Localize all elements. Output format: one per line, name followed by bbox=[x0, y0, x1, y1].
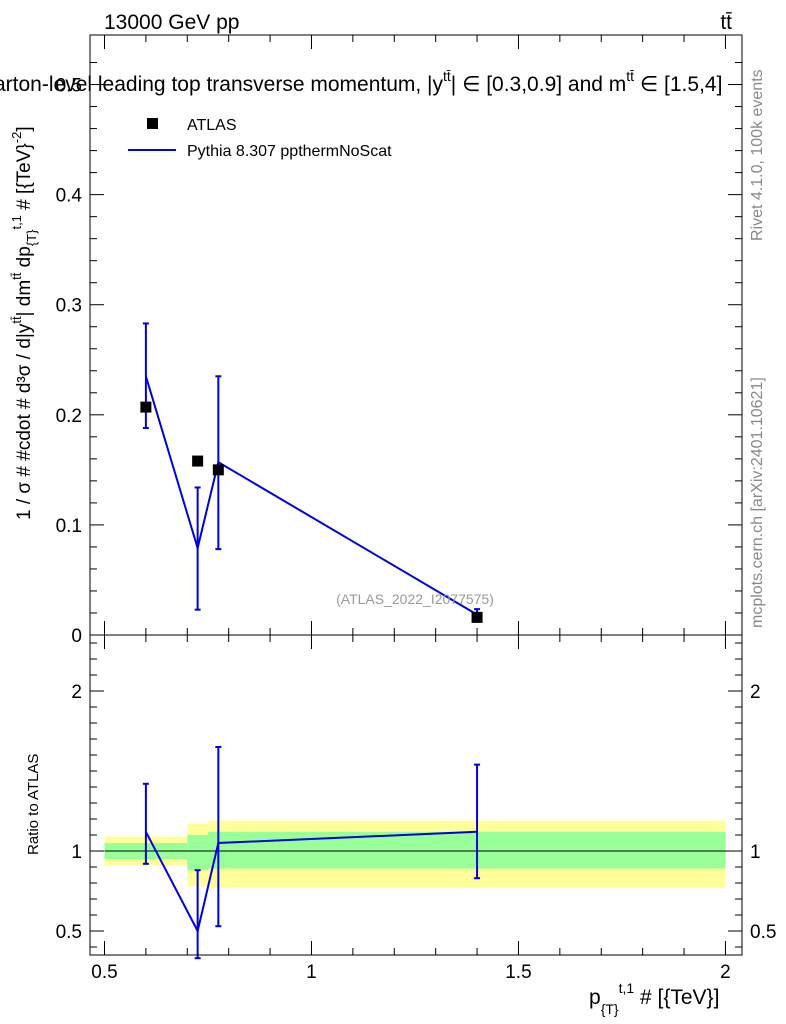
y-tick-label: 0.3 bbox=[56, 296, 82, 317]
chart-title: arton-level leading top transverse momen… bbox=[0, 68, 722, 96]
title-sup-1: tt̄ bbox=[443, 68, 451, 84]
ylabel-sub: {T} bbox=[24, 229, 39, 246]
xlabel-main: p bbox=[589, 986, 601, 1009]
process-label: tt̄ bbox=[720, 11, 732, 34]
main-marks bbox=[140, 322, 483, 623]
y-tick-label: 0.2 bbox=[56, 406, 82, 427]
ratio-y-tick-label-right: 2 bbox=[750, 682, 761, 703]
x-tick-label: 1.5 bbox=[505, 962, 531, 983]
atlas-data-point bbox=[140, 401, 152, 413]
main-ticks: 0 0.1 0.2 0.3 0.4 0.5 bbox=[56, 35, 742, 647]
xlabel-rest: # [{TeV}] bbox=[634, 986, 719, 1009]
ratio-bands bbox=[104, 820, 742, 888]
atlas-data-point bbox=[471, 611, 483, 623]
ratio-y-axis-label: Ratio to ATLAS bbox=[25, 754, 42, 855]
x-axis-label: p{T}t,1 # [{TeV}] bbox=[589, 980, 719, 1017]
mcplots-label: mcplots.cern.ch [arXiv:2401.10621] bbox=[749, 377, 766, 628]
title-part-2: | ∈ [0.3,0.9] and m bbox=[451, 73, 627, 96]
xlabel-sup: t,1 bbox=[619, 980, 635, 996]
rivet-label: Rivet 4.1.0, 100k events bbox=[749, 69, 766, 241]
ratio-y-tick-label-left: 1 bbox=[71, 842, 82, 863]
ylabel-sup-1: tt̄ bbox=[9, 316, 24, 324]
mc-line bbox=[144, 375, 478, 616]
x-tick-labels: 0.5 1 1.5 2 bbox=[91, 962, 730, 983]
ylabel-part-4: # [{TeV} bbox=[14, 143, 35, 215]
ylabel-sup-3: t,1 bbox=[9, 215, 24, 229]
stat-uncertainty-band bbox=[187, 835, 208, 871]
y-tick-label: 0.4 bbox=[56, 186, 83, 207]
title-part-3: ∈ [1.5,4] bbox=[634, 73, 722, 96]
atlas-data-point bbox=[212, 464, 224, 476]
legend-mc-label: Pythia 8.307 ppthermNoScat bbox=[187, 143, 392, 160]
ratio-marks bbox=[142, 746, 481, 960]
ratio-y-tick-label-right: 0.5 bbox=[750, 922, 776, 943]
ratio-y-tick-label-left: 2 bbox=[71, 682, 82, 703]
x-tick-label: 2 bbox=[720, 962, 731, 983]
y-tick-label: 0 bbox=[71, 626, 82, 647]
energy-label: 13000 GeV pp bbox=[104, 11, 239, 34]
ylabel-sup-2: tt̄ bbox=[9, 272, 24, 280]
ratio-panel: 0.5 0.5 1 1 2 2 bbox=[56, 634, 776, 960]
ylabel-exp: -2 bbox=[9, 132, 24, 144]
y-tick-label: 0.5 bbox=[56, 76, 82, 97]
y-axis-label: 1 / σ # #cdot # d³σ / d|ytt̄| dmtt̄ dp{T… bbox=[9, 126, 39, 520]
ratio-y-tick-label-right: 1 bbox=[750, 842, 761, 863]
ylabel-part-3: dp bbox=[14, 246, 35, 272]
y-tick-label: 0.1 bbox=[56, 516, 82, 537]
ylabel-part-2: | dm bbox=[14, 280, 35, 317]
main-panel: 0 0.1 0.2 0.3 0.4 0.5 bbox=[56, 34, 743, 647]
legend-atlas-marker bbox=[147, 118, 158, 129]
watermark: (ATLAS_2022_I2077575) bbox=[336, 591, 494, 607]
legend: ATLAS Pythia 8.307 ppthermNoScat bbox=[128, 117, 392, 160]
atlas-data-point bbox=[192, 455, 204, 467]
ratio-frame bbox=[89, 634, 743, 956]
legend-atlas-label: ATLAS bbox=[187, 117, 237, 134]
ylabel-part-1: 1 / σ # #cdot # d³σ / d|y bbox=[14, 323, 35, 520]
ratio-y-tick-label-left: 0.5 bbox=[56, 922, 82, 943]
ratio-ticks: 0.5 0.5 1 1 2 2 bbox=[56, 635, 776, 955]
xlabel-sub: {T} bbox=[601, 1001, 619, 1017]
ylabel-close: ] bbox=[14, 126, 35, 131]
x-tick-label: 1 bbox=[306, 962, 317, 983]
title-sup-2: tt̄ bbox=[626, 68, 634, 84]
ratio-mc-line bbox=[144, 830, 478, 934]
x-tick-label: 0.5 bbox=[91, 962, 117, 983]
title-part-1: arton-level leading top transverse momen… bbox=[0, 73, 443, 96]
